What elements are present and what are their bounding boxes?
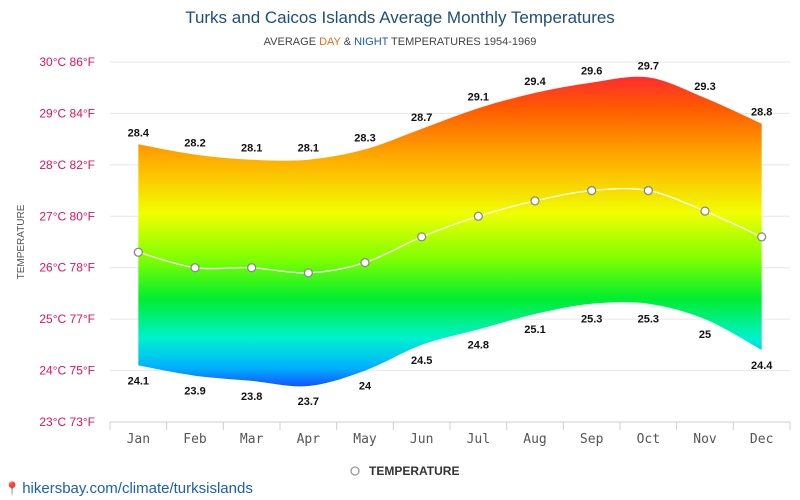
- subtitle-prefix: AVERAGE: [263, 36, 320, 48]
- night-value-label: 24.5: [411, 355, 432, 367]
- night-value-label: 24.4: [751, 360, 773, 372]
- night-value-label: 25.3: [581, 314, 602, 326]
- day-value-label: 28.1: [298, 143, 319, 155]
- night-value-label: 25: [699, 329, 711, 341]
- mean-temperature-point: [133, 247, 143, 257]
- x-tick-label: Aug: [523, 432, 546, 447]
- mean-temperature-point: [530, 196, 540, 206]
- x-tick-label: Dec: [750, 432, 773, 447]
- source-link[interactable]: 📍 hikersbay.com/climate/turksislands: [4, 480, 253, 497]
- day-night-range-area: [138, 76, 762, 387]
- mean-temperature-point: [417, 232, 427, 242]
- map-pin-icon: 📍: [4, 481, 21, 496]
- day-value-label: 28.8: [751, 107, 772, 119]
- mean-temperature-point: [303, 268, 313, 278]
- x-tick-label: Nov: [693, 432, 717, 447]
- mean-temperature-line: [138, 187, 762, 274]
- legend-marker: [350, 466, 360, 476]
- x-tick-label: Jan: [127, 432, 150, 447]
- y-tick-label: 26°C 78°F: [39, 261, 95, 275]
- x-tick-label: Jul: [467, 432, 490, 447]
- y-tick-label: 30°C 86°F: [39, 55, 95, 69]
- subtitle-suffix: TEMPERATURES 1954-1969: [388, 36, 537, 48]
- night-value-label: 23.7: [298, 396, 319, 408]
- mean-temperature-point: [473, 211, 483, 221]
- mean-temperature-point: [360, 257, 370, 268]
- source-link-text: hikersbay.com/climate/turksislands: [22, 480, 253, 497]
- night-value-label: 23.8: [241, 391, 262, 403]
- y-tick-label: 28°C 82°F: [39, 158, 95, 172]
- legend: TEMPERATURE: [350, 464, 459, 478]
- night-value-label: 24.8: [468, 339, 489, 351]
- day-value-label: 29.6: [581, 66, 602, 78]
- x-tick-label: Feb: [183, 432, 207, 447]
- chart-title: Turks and Caicos Islands Average Monthly…: [185, 8, 615, 27]
- x-tick-label: Oct: [637, 432, 660, 447]
- x-tick-label: Apr: [297, 432, 321, 447]
- y-axis-title: TEMPERATURE: [16, 204, 27, 279]
- y-tick-label: 25°C 77°F: [39, 312, 95, 326]
- mean-temperature-point: [700, 206, 710, 216]
- day-value-label: 28.7: [411, 112, 432, 124]
- day-value-label: 29.3: [694, 81, 715, 93]
- day-value-label: 28.1: [241, 143, 262, 155]
- day-value-label: 28.3: [354, 132, 375, 144]
- night-value-label: 24: [359, 381, 372, 393]
- x-tick-label: Jun: [410, 432, 433, 447]
- night-value-label: 23.9: [184, 386, 205, 398]
- day-value-label: 29.1: [468, 91, 489, 103]
- night-value-label: 24.1: [128, 375, 149, 387]
- x-tick-label: Sep: [580, 432, 604, 447]
- legend-label: TEMPERATURE: [369, 464, 459, 478]
- x-tick-label: Mar: [240, 432, 264, 447]
- day-value-label: 29.7: [638, 60, 659, 72]
- mean-temperature-point: [190, 263, 200, 273]
- chart-subtitle: AVERAGE DAY & NIGHT TEMPERATURES 1954-19…: [0, 36, 800, 48]
- day-value-label: 28.4: [128, 127, 150, 139]
- y-tick-label: 24°C 75°F: [39, 364, 95, 378]
- y-tick-label: 29°C 84°F: [39, 106, 95, 120]
- subtitle-middle: &: [340, 36, 355, 48]
- day-value-label: 28.2: [184, 138, 205, 150]
- night-value-label: 25.1: [524, 324, 545, 336]
- day-value-label: 29.4: [524, 76, 546, 88]
- night-value-label: 25.3: [638, 314, 659, 326]
- mean-temperature-point: [643, 185, 653, 196]
- mean-temperature-point: [247, 263, 257, 273]
- y-tick-label: 27°C 80°F: [39, 209, 95, 223]
- x-tick-label: May: [353, 432, 377, 447]
- mean-temperature-point: [757, 232, 767, 242]
- y-tick-label: 23°C 73°F: [39, 415, 95, 429]
- subtitle-night: NIGHT: [354, 36, 389, 48]
- mean-temperature-point: [587, 185, 597, 196]
- subtitle-day: DAY: [319, 36, 341, 48]
